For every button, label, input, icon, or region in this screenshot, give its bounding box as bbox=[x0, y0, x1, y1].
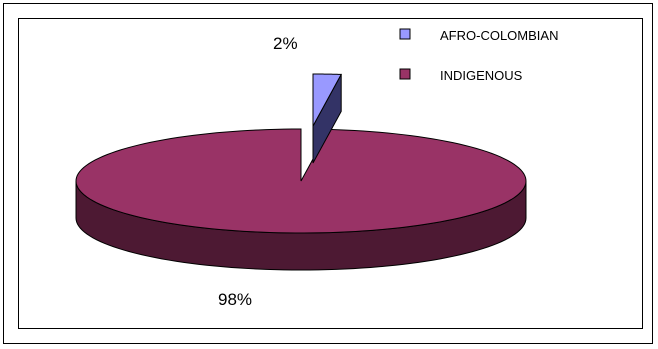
slice-afro-colombian bbox=[312, 73, 343, 127]
legend-swatch-indigenous bbox=[399, 68, 411, 80]
pie-group bbox=[75, 73, 527, 271]
legend-swatch-afro-colombian bbox=[399, 28, 411, 40]
slice-label-afro-colombian: 2% bbox=[273, 34, 298, 53]
legend: AFRO-COLOMBIAN INDIGENOUS bbox=[399, 28, 558, 83]
slice-indigenous bbox=[75, 128, 527, 234]
slice-label-indigenous: 98% bbox=[218, 290, 252, 309]
legend-label-afro-colombian: AFRO-COLOMBIAN bbox=[440, 28, 558, 43]
legend-label-indigenous: INDIGENOUS bbox=[440, 68, 523, 83]
